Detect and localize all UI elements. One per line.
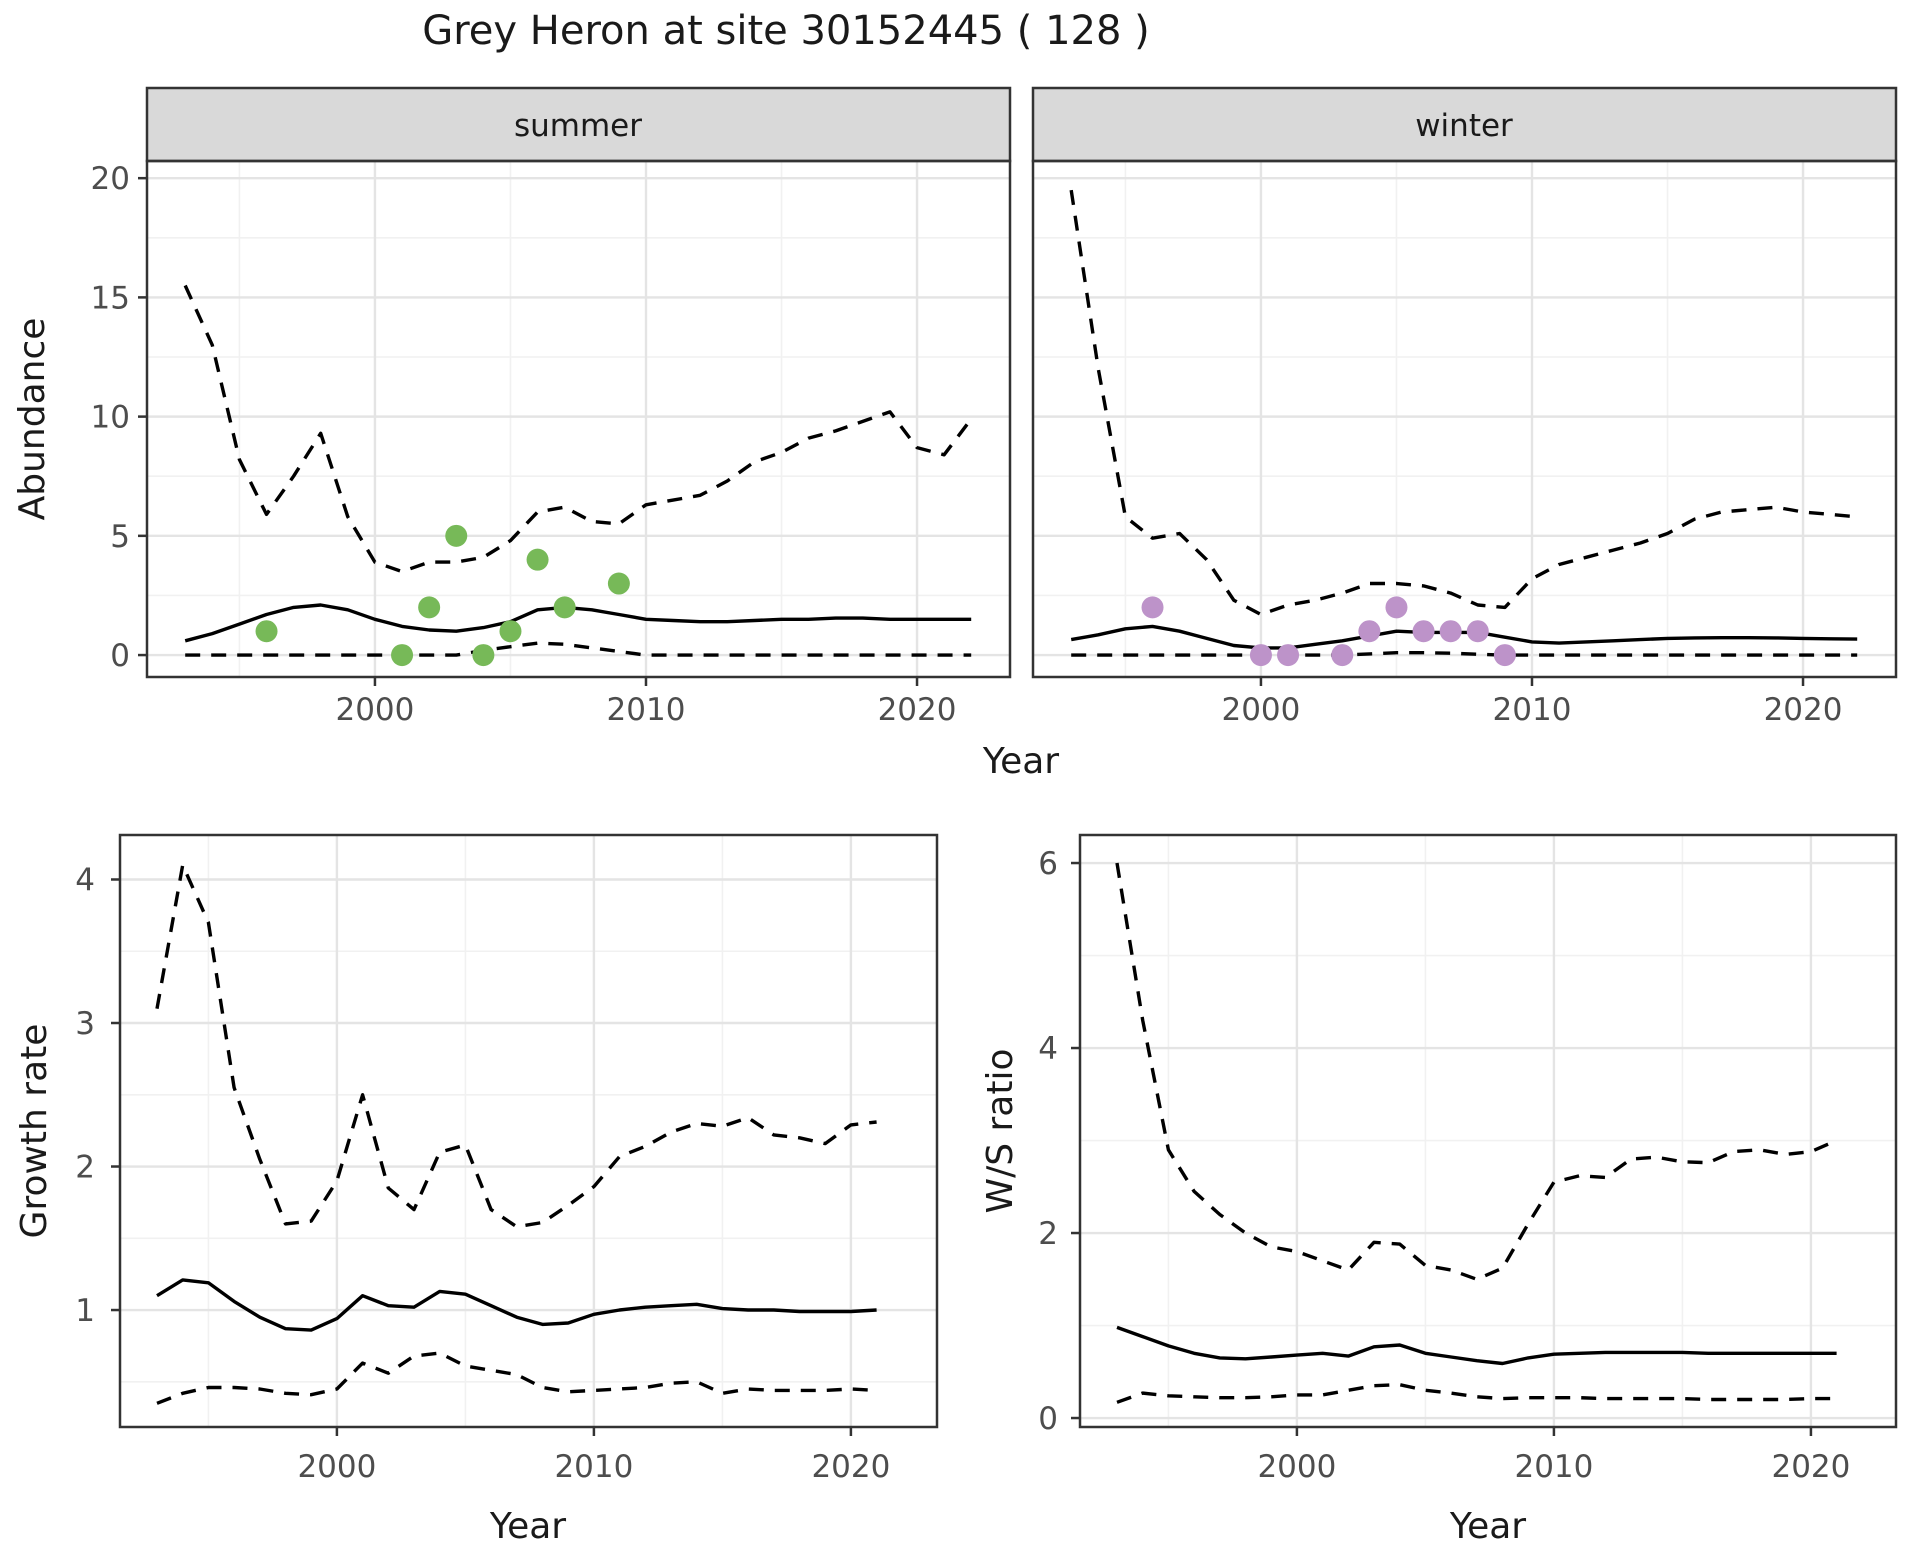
series-upper-ci [1069,189,1858,617]
x-tick-label: 2020 [811,1449,890,1485]
observation-point [1466,620,1489,643]
series-upper-ci [183,284,973,574]
facet-strip [1031,86,1898,163]
observation-point [607,572,630,595]
x-tick-label: 2000 [297,1449,376,1485]
x-tick-label: 2010 [1493,692,1572,728]
series-upper-ci [155,863,877,1229]
series-upper-ci [1115,862,1838,1281]
y-tick-label: 4 [75,862,95,898]
observation-point [553,596,576,619]
observation-point [1141,596,1164,619]
panel-growth-rate: 2000 2010 2020 1 2 3 4 [75,833,939,1485]
panel-border [145,159,1012,679]
x-tick-label: 2010 [607,692,686,728]
series-lower-ci [156,1351,877,1405]
y-tick-label: 4 [1038,1031,1058,1067]
x-tick-label: 2010 [554,1449,633,1485]
panel-background [1080,835,1896,1427]
observation-point [499,620,522,643]
x-axis-title-year-ws: Year [1449,1506,1526,1547]
observation-point [445,524,468,547]
series-median [1070,624,1858,650]
observation-point [526,548,549,571]
y-axis-title-ws-ratio: W/S ratio [980,1048,1021,1213]
panel-border [1031,159,1898,679]
y-tick-label: 2 [1038,1216,1058,1252]
x-tick-label: 2020 [1771,1449,1850,1485]
x-tick-label: 2020 [1764,692,1843,728]
series-lower-ci [1116,1383,1837,1404]
panel-border [118,833,939,1429]
panel-border [1078,833,1898,1429]
panel-background [1033,161,1896,677]
y-tick-label: 3 [75,1006,95,1042]
x-tick-label: 2000 [1221,692,1300,728]
observation-point [1249,644,1272,667]
observation-point [1358,620,1381,643]
observation-point [255,620,278,643]
panel-background [120,835,937,1427]
observation-point [1439,620,1462,643]
x-axis-title-year-growth: Year [489,1506,566,1547]
observation-point [1493,644,1516,667]
facet-strip-label-summer: summer [514,108,642,144]
panel-abundance-summer: 2000 2010 2020 0 5 10 15 20 [91,86,1012,728]
observation-point [418,596,441,619]
series-median [156,1278,877,1332]
y-tick-label: 0 [1038,1401,1058,1437]
x-axis-title-year-top: Year [982,741,1059,782]
series-median [184,603,972,643]
x-tick-label: 2020 [878,692,957,728]
series-median [1116,1325,1837,1366]
observation-point [1331,644,1354,667]
x-tick-label: 2000 [1257,1449,1336,1485]
y-axis-title-growth-rate: Growth rate [14,1024,55,1239]
y-tick-label: 5 [110,519,130,555]
observation-point [1277,644,1300,667]
y-tick-label: 15 [91,280,130,316]
facet-strip [145,86,1012,163]
facet-strip-label-winter: winter [1415,108,1513,144]
observation-point [1412,620,1435,643]
y-tick-label: 0 [110,638,130,674]
series-lower-ci [1071,651,1858,657]
x-tick-label: 2010 [1514,1449,1593,1485]
observation-point [472,644,495,667]
y-axis-title-abundance: Abundance [12,318,53,521]
panel-abundance-winter: 2000 2010 2020 [1031,86,1898,728]
observation-point [1385,596,1408,619]
panel-ws-ratio: 2000 2010 2020 0 2 4 6 [1038,833,1898,1485]
plot-title: Grey Heron at site 30152445 ( 128 ) [422,8,1150,54]
y-tick-label: 2 [75,1150,95,1186]
y-tick-label: 10 [91,400,130,436]
y-tick-label: 20 [91,161,130,197]
y-tick-label: 6 [1038,846,1058,882]
y-tick-label: 1 [75,1293,95,1329]
x-tick-label: 2000 [335,692,414,728]
series-lower-ci [185,641,972,657]
observation-point [391,644,414,667]
